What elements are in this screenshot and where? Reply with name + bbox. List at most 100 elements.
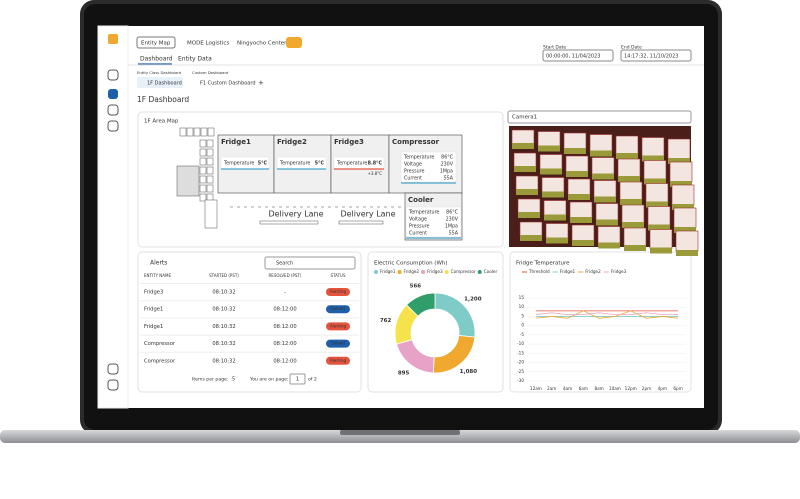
column-header: ENTITY NAME bbox=[144, 273, 171, 278]
dashboard-tab[interactable] bbox=[137, 77, 183, 88]
reading-box bbox=[400, 151, 457, 183]
items-select[interactable]: 5 bbox=[232, 377, 235, 383]
camera-produce bbox=[572, 240, 594, 246]
shelf bbox=[200, 127, 208, 137]
status-badge bbox=[326, 288, 350, 296]
camera-produce bbox=[674, 227, 696, 233]
cell: Compressor bbox=[144, 358, 176, 364]
camera-produce bbox=[516, 189, 538, 195]
camera-box bbox=[537, 131, 561, 147]
camera-box bbox=[667, 138, 691, 160]
camera-box bbox=[671, 184, 695, 206]
camera-produce bbox=[676, 250, 698, 256]
dashboard-tab-label: 1F Dashboard bbox=[147, 81, 182, 87]
data-label: 566 bbox=[410, 283, 422, 289]
reading-label: Temperature bbox=[336, 161, 367, 167]
camera-produce bbox=[622, 222, 644, 228]
legend-swatch bbox=[374, 270, 378, 274]
cell: 08:12:00 bbox=[273, 341, 296, 347]
camera-box bbox=[673, 207, 697, 229]
donut-slice bbox=[406, 292, 436, 317]
camera-box bbox=[621, 204, 645, 224]
camera-box bbox=[571, 224, 595, 242]
cell: 08:10:32 bbox=[212, 358, 235, 364]
camera-box bbox=[619, 181, 643, 201]
cell: 08:10:32 bbox=[212, 307, 235, 313]
laptop-base bbox=[0, 430, 800, 443]
reading-label: Temperature bbox=[279, 161, 310, 167]
camera-box bbox=[539, 154, 563, 170]
nav-icon[interactable] bbox=[107, 379, 119, 391]
date-input[interactable] bbox=[542, 49, 614, 62]
tab-group: Entity Class Dashboard bbox=[137, 70, 182, 75]
page-input[interactable] bbox=[289, 373, 306, 385]
camera-box bbox=[617, 158, 641, 178]
cell: 08:10:32 bbox=[212, 324, 235, 330]
dashboard-tab-label[interactable]: F1 Custom Dashboard bbox=[200, 81, 256, 87]
structure bbox=[176, 165, 200, 197]
camera-produce bbox=[616, 153, 638, 159]
tab[interactable]: Entity Data bbox=[178, 56, 212, 63]
legend-label: Fridge3 bbox=[611, 269, 627, 274]
nav-icon[interactable] bbox=[107, 120, 119, 132]
reading-label: Temperature bbox=[223, 161, 254, 167]
reading-value: 1Mpa bbox=[440, 169, 453, 175]
camera-box bbox=[615, 135, 639, 155]
camera-box bbox=[569, 201, 593, 219]
nav-icon[interactable] bbox=[107, 69, 119, 81]
camera-box bbox=[565, 155, 589, 173]
date-input[interactable] bbox=[620, 49, 692, 62]
legend-swatch bbox=[444, 270, 449, 274]
column-header: RESOLVED (PST) bbox=[269, 273, 302, 278]
chart-title: Fridge Temperature bbox=[516, 261, 570, 267]
button-label: Entity Map bbox=[141, 41, 171, 47]
camera-produce bbox=[668, 158, 690, 164]
column-header: STATUS bbox=[330, 273, 345, 278]
pagination-label: of 2 bbox=[308, 377, 317, 383]
add-tab[interactable]: + bbox=[258, 79, 264, 87]
y-tick-label: -15 bbox=[517, 350, 524, 355]
room-name: Fridge3 bbox=[334, 138, 364, 146]
shelf bbox=[206, 175, 214, 184]
nav-icon[interactable] bbox=[107, 104, 119, 116]
legend-label: Cooler bbox=[484, 269, 498, 274]
shelf bbox=[206, 148, 214, 157]
reading-label: Current bbox=[404, 176, 422, 182]
shelf bbox=[206, 184, 214, 193]
camera-produce bbox=[598, 242, 620, 249]
status-badge bbox=[326, 356, 350, 365]
camera-produce bbox=[566, 171, 588, 177]
camera-produce bbox=[672, 204, 694, 210]
camera-box bbox=[593, 180, 617, 198]
search-box[interactable] bbox=[264, 256, 356, 270]
camera-select[interactable] bbox=[507, 110, 692, 124]
nav-icon[interactable] bbox=[108, 89, 118, 99]
status-label: Solved bbox=[331, 306, 345, 311]
pagination-label: Items per page: bbox=[192, 377, 229, 383]
legend-label: Compressor bbox=[451, 269, 476, 274]
tab[interactable]: Dashboard bbox=[140, 56, 173, 63]
line-series bbox=[535, 312, 679, 315]
cell: 08:12:00 bbox=[273, 324, 296, 330]
data-label: 762 bbox=[380, 318, 392, 324]
reading-value: 1Mpa bbox=[445, 224, 458, 230]
nav-icon[interactable] bbox=[107, 363, 119, 375]
reading-label: Voltage bbox=[409, 217, 427, 223]
legend-label: Fridge1 bbox=[380, 269, 396, 274]
cell: Fridge3 bbox=[144, 290, 163, 296]
x-tick-label: 12pm bbox=[625, 386, 637, 391]
camera-box bbox=[543, 200, 567, 216]
entity-map-button[interactable] bbox=[136, 36, 176, 49]
camera-produce bbox=[564, 148, 586, 154]
camera-produce bbox=[592, 173, 614, 180]
camera-box bbox=[649, 229, 673, 249]
reading-value: 8.8°C bbox=[368, 161, 383, 167]
page-title: 1F Dashboard bbox=[137, 95, 189, 104]
panel bbox=[137, 251, 362, 393]
x-tick-label: 4pm bbox=[658, 386, 667, 391]
camera-produce bbox=[568, 194, 590, 200]
camera-box bbox=[567, 178, 591, 196]
reading-value: 5°C bbox=[315, 161, 325, 167]
camera-box bbox=[515, 175, 539, 191]
